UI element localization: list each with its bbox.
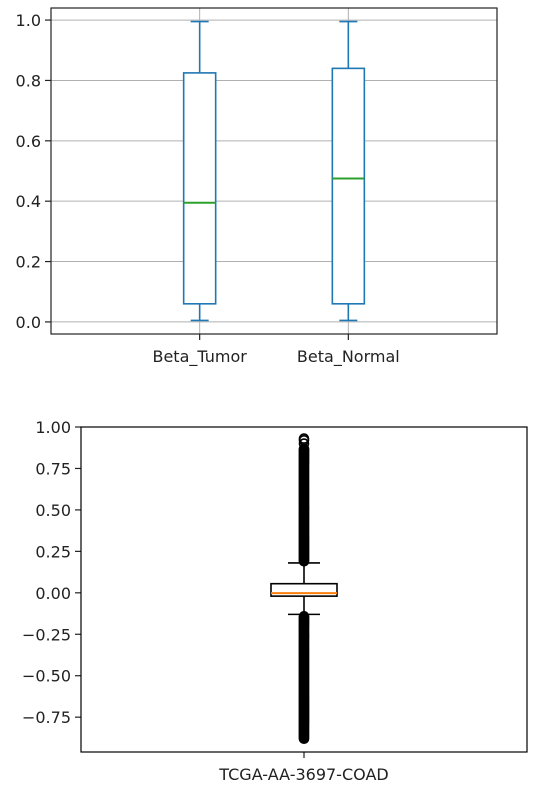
y-tick-label: 0.00: [35, 584, 71, 603]
outlier-point: [298, 433, 310, 444]
y-tick-label: 1.0: [16, 11, 41, 30]
plot-frame: [80, 426, 528, 753]
y-tick-label: 0.0: [16, 313, 41, 332]
y-tick-label: 0.75: [35, 459, 71, 478]
y-tick-label: 0.6: [16, 132, 41, 151]
chart-1-boxplot-beta: 0.0 0.2 0.4 0.6 0.8 1.0 Beta_Tumor Beta_Normal: [16, 7, 498, 367]
y-tick-label: 0.8: [16, 71, 41, 90]
y-tick-label: 0.2: [16, 253, 41, 272]
outlier-point: [298, 438, 310, 449]
y-tick-label: 1.00: [35, 418, 71, 437]
x-tick-label: Beta_Tumor: [152, 347, 247, 367]
box-iqr: [182, 72, 217, 305]
chart-2-boxplot-tcga: −0.75 −0.50 −0.25 0.00 0.25 0.50 0.75 1.00 TCGA-…: [22, 418, 528, 784]
y-tick-label: 0.25: [35, 542, 71, 561]
x-tick-label: Beta_Normal: [297, 347, 400, 367]
plot-frame: [50, 7, 498, 335]
y-tick-label: 0.4: [16, 192, 41, 211]
y-tick-label: 0.50: [35, 501, 71, 520]
box-iqr: [331, 67, 366, 305]
y-tick-label: −0.75: [22, 708, 71, 727]
y-tick-label: −0.50: [22, 667, 71, 686]
y-tick-label: −0.25: [22, 625, 71, 644]
x-tick-label: TCGA-AA-3697-COAD: [218, 765, 388, 784]
box-iqr: [270, 582, 338, 597]
